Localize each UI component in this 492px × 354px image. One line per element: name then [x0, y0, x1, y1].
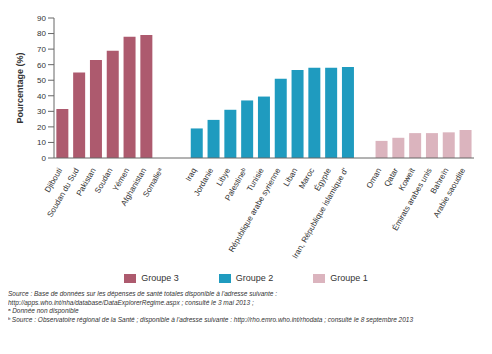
svg-text:60: 60	[37, 61, 46, 70]
svg-text:30: 30	[37, 107, 46, 116]
svg-text:Afghanistan: Afghanistan	[119, 167, 148, 208]
html-text:Source : Base de données sur l: Source : Base de données sur les dépense…	[8, 290, 277, 297]
svg-text:50: 50	[37, 76, 46, 85]
svg-text:Émirats arabes unis: Émirats arabes unis	[391, 167, 434, 233]
html-text:ᵃ Donnée non disponible: ᵃ Donnée non disponible	[8, 307, 79, 314]
html-text:Groupe 1: Groupe 1	[330, 273, 368, 283]
svg-text:Qatar: Qatar	[382, 166, 401, 189]
svg-text:Égypte: Égypte	[312, 166, 333, 193]
svg-text:Iran, République islamique d': Iran, République islamique d'	[290, 166, 349, 260]
svg-text:Pourcentage (%): Pourcentage (%)	[15, 52, 25, 123]
svg-text:Koweït: Koweït	[396, 166, 417, 193]
svg-text:90: 90	[37, 14, 46, 23]
svg-text:Iraq: Iraq	[184, 167, 199, 183]
svg-text:Jordanie: Jordanie	[192, 166, 215, 198]
svg-text:République arabe syrienne: République arabe syrienne	[227, 166, 283, 254]
svg-text:10: 10	[37, 138, 46, 147]
svg-text:Yémen: Yémen	[110, 166, 132, 193]
svg-text:20: 20	[37, 123, 46, 132]
svg-text:Tunisie: Tunisie	[245, 166, 266, 194]
svg-text:Oman: Oman	[365, 167, 384, 190]
svg-text:Soudan du Sud: Soudan du Sud	[45, 166, 81, 219]
html-text:Groupe 2: Groupe 2	[235, 273, 274, 283]
svg-text:Liban: Liban	[281, 166, 300, 188]
svg-text:80: 80	[37, 29, 46, 38]
svg-text:Arabie saoudite: Arabie saoudite	[432, 166, 468, 219]
svg-text:70: 70	[37, 45, 46, 54]
svg-text:Pakistan: Pakistan	[75, 167, 98, 198]
html-text:Groupe 3: Groupe 3	[141, 273, 179, 283]
svg-text:Maroc: Maroc	[297, 166, 317, 191]
svg-text:Djibouti: Djibouti	[43, 166, 65, 195]
html-text:http://apps.who.int/nha/databa: http://apps.who.int/nha/database/DataExp…	[8, 298, 254, 306]
svg-text:Somalieᵃ: Somalieᵃ	[141, 166, 165, 199]
svg-text:40: 40	[37, 92, 46, 101]
svg-text:Soudan: Soudan	[93, 167, 115, 195]
svg-text:Palestineᵇ: Palestineᵇ	[223, 167, 249, 203]
svg-text:Libye: Libye	[214, 166, 233, 188]
svg-text:0: 0	[42, 154, 47, 163]
html-text:ᵇ Source : Observatoire région: ᵇ Source : Observatoire régional de la S…	[8, 315, 414, 323]
svg-text:Bahreïn: Bahreïn	[428, 166, 451, 196]
